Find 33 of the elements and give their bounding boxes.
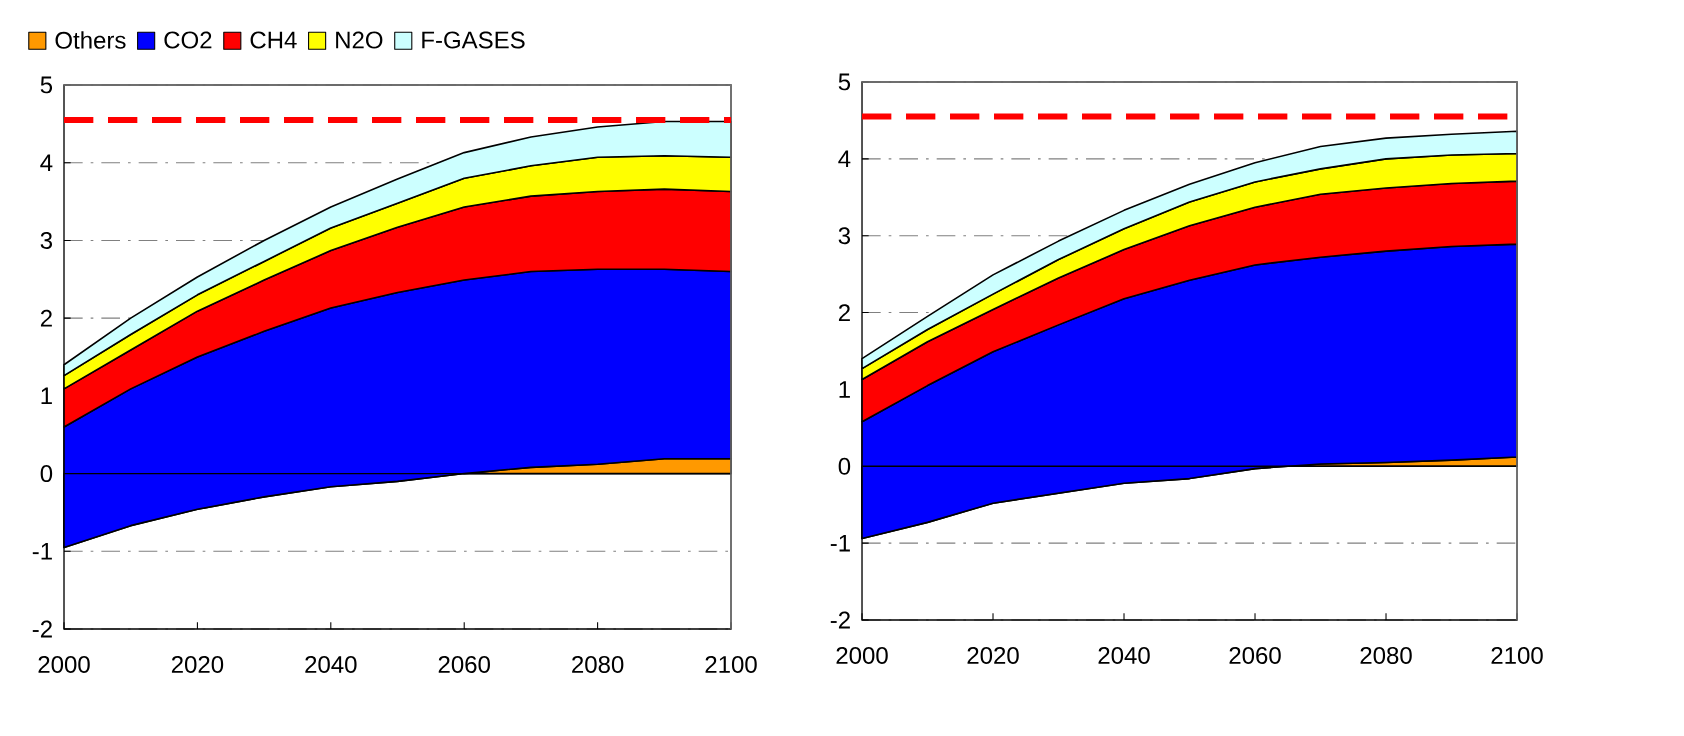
y-tick-label: 1 (41, 387, 52, 405)
y-tick-label: -1 (32, 543, 52, 560)
y-tick-label: 3 (838, 227, 851, 245)
legend-label: F-GASES (422, 31, 525, 49)
x-tick-label: 2000 (38, 655, 90, 673)
y-tick-label: 4 (838, 150, 851, 168)
x-tick-label: 2040 (1098, 646, 1150, 664)
y-tick-label: 5 (838, 73, 851, 91)
y-tick-label: 4 (40, 154, 53, 171)
y-tick-label: -1 (830, 534, 850, 552)
legend-label: CO2 (164, 31, 212, 49)
y-tick-label: 2 (40, 309, 52, 327)
x-tick-label: 2100 (705, 655, 757, 673)
y-tick-label: 3 (40, 231, 53, 249)
y-tick-label: 1 (839, 381, 850, 398)
legend-label: Others (55, 31, 126, 49)
x-tick-label: 2080 (1360, 646, 1412, 664)
x-tick-label: 2020 (171, 655, 224, 673)
x-tick-label: 2020 (967, 646, 1019, 664)
y-tick-label: -2 (830, 611, 850, 629)
y-tick-label: 2 (838, 304, 850, 321)
x-tick-label: 2060 (438, 655, 490, 673)
x-tick-label: 2000 (836, 646, 888, 664)
y-tick-label: 0 (838, 457, 851, 475)
legend-label: CH4 (250, 31, 297, 49)
y-tick-label: 5 (40, 76, 53, 94)
x-tick-label: 2100 (1491, 646, 1543, 664)
legend-label: N2O (336, 31, 383, 49)
y-tick-label: -2 (32, 620, 52, 638)
y-tick-label: 0 (40, 465, 53, 483)
x-tick-label: 2080 (572, 655, 624, 673)
x-tick-label: 2060 (1229, 646, 1281, 664)
x-tick-label: 2040 (305, 655, 357, 673)
